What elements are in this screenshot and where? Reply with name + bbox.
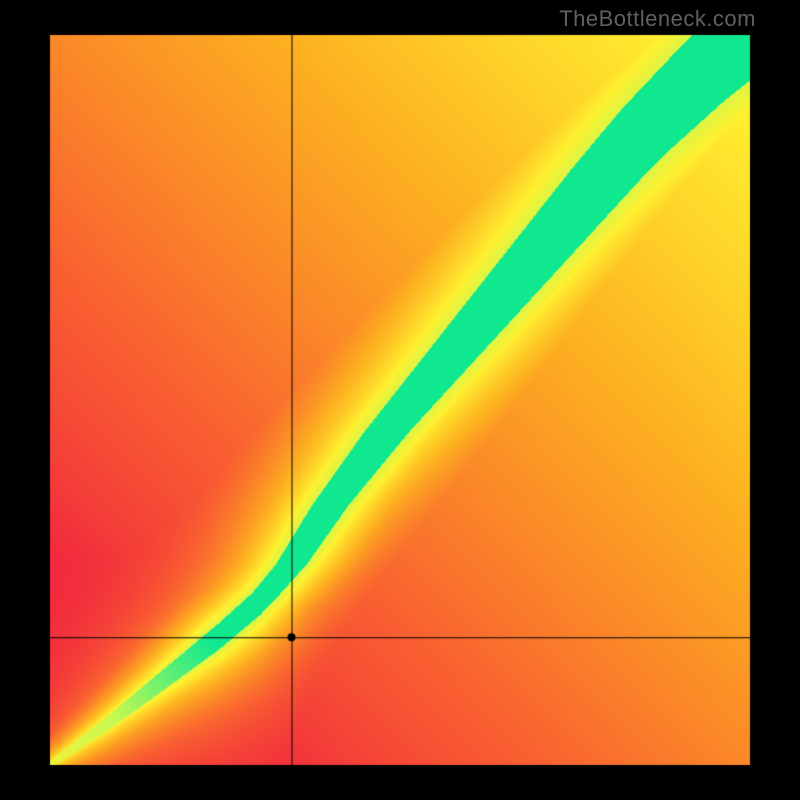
heatmap-canvas [0,0,800,800]
chart-container: { "type": "heatmap", "source_watermark":… [0,0,800,800]
watermark-text: TheBottleneck.com [559,6,756,32]
